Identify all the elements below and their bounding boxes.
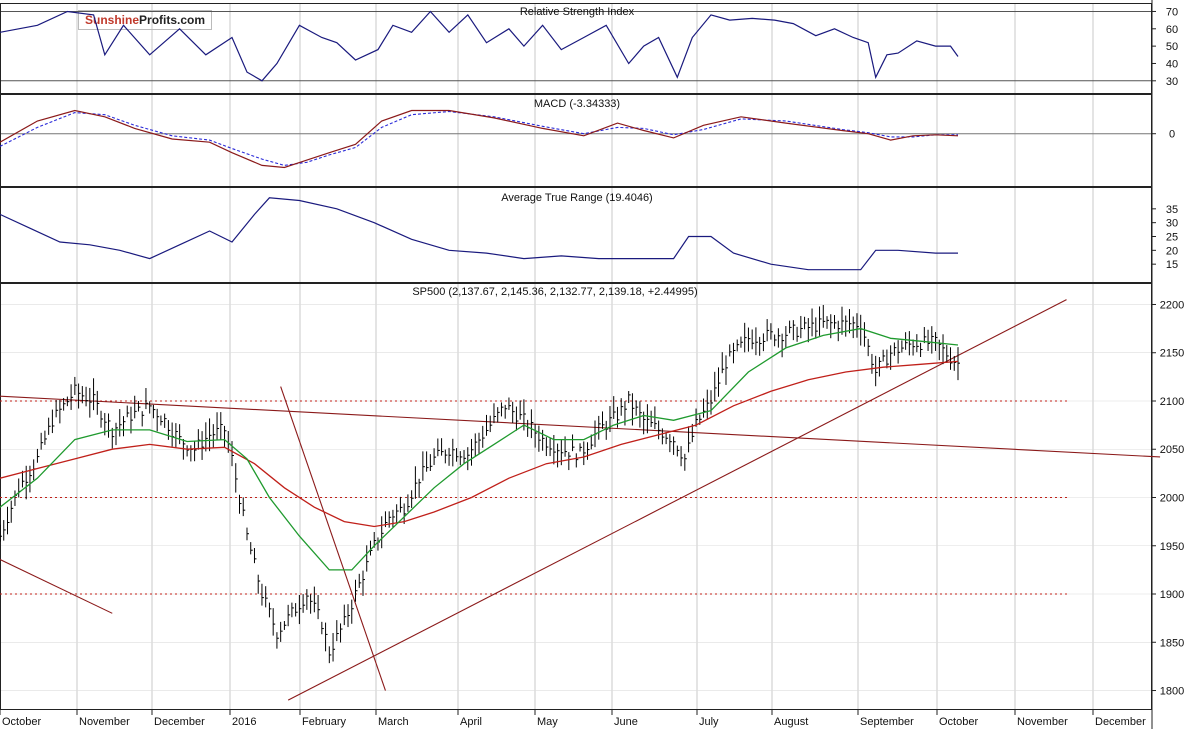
rsi-tick-label: 40 [1166,58,1178,70]
logo-part-2: Profits.com [139,13,206,27]
x-axis-month-label: December [1095,716,1146,728]
atr-tick-label: 20 [1166,245,1178,257]
trend-line [280,386,386,691]
rsi-tick-label: 30 [1166,76,1178,88]
macd-signal-line [0,110,958,166]
price-tick-label: 2100 [1160,396,1184,408]
price-tick-label: 2000 [1160,493,1184,505]
x-axis-month-label: July [699,716,719,728]
panel-frames [0,0,1156,729]
atr-tick-label: 35 [1166,204,1178,216]
trend-line [0,558,113,614]
rsi-tick-label: 50 [1166,41,1178,53]
x-axis-month-label: April [460,716,482,728]
x-axis-month-label: September [860,716,914,728]
x-axis-month-label: October [2,716,41,728]
trend-lines [0,299,1161,701]
sunshine-profits-logo: SunshineProfits.com [78,10,213,30]
atr-tick-label: 25 [1166,232,1178,244]
sp500-title: SP500 (2,137.67, 2,145.36, 2,132.77, 2,1… [412,286,697,298]
rsi-tick-label: 70 [1166,6,1178,18]
rsi-line [0,10,959,82]
atr-title: Average True Range (19.4046) [501,192,652,204]
chart-text: 30 40 50 60 70 Relative Strength Index 0 MACD (… [2,6,1184,728]
price-tick-label: 1900 [1160,589,1184,601]
ma50-line [0,327,959,571]
macd-line [0,109,959,169]
logo-part-1: Sunshine [85,13,140,27]
rsi-tick-label: 60 [1166,24,1178,36]
price-tick-label: 2150 [1160,348,1184,360]
ma200-line [0,360,959,528]
x-axis-month-label: November [79,716,130,728]
x-axis-month-label: May [537,716,558,728]
x-axis-month-label: June [614,716,638,728]
atr-tick-label: 30 [1166,218,1178,230]
x-axis-month-label: August [774,716,808,728]
x-axis-month-label: October [939,716,978,728]
price-tick-label: 2050 [1160,444,1184,456]
trend-line [0,395,1161,458]
x-axis-month-label: December [154,716,205,728]
price-tick-label: 2200 [1160,299,1184,311]
x-axis-month-label: March [378,716,409,728]
trend-line [287,299,1067,701]
macd-tick-label: 0 [1169,129,1175,141]
price-tick-label: 1850 [1160,637,1184,649]
price-tick-label: 1950 [1160,541,1184,553]
x-axis-month-label: February [302,716,347,728]
x-axis-month-label: 2016 [232,716,256,728]
atr-tick-label: 15 [1166,259,1178,271]
price-tick-label: 1800 [1160,686,1184,698]
series-lines [0,10,960,664]
panel-frame [0,283,1152,710]
macd-title: MACD (-3.34333) [534,98,620,110]
atr-line [0,197,958,271]
rsi-title: Relative Strength Index [520,6,635,18]
x-axis-month-label: November [1017,716,1068,728]
